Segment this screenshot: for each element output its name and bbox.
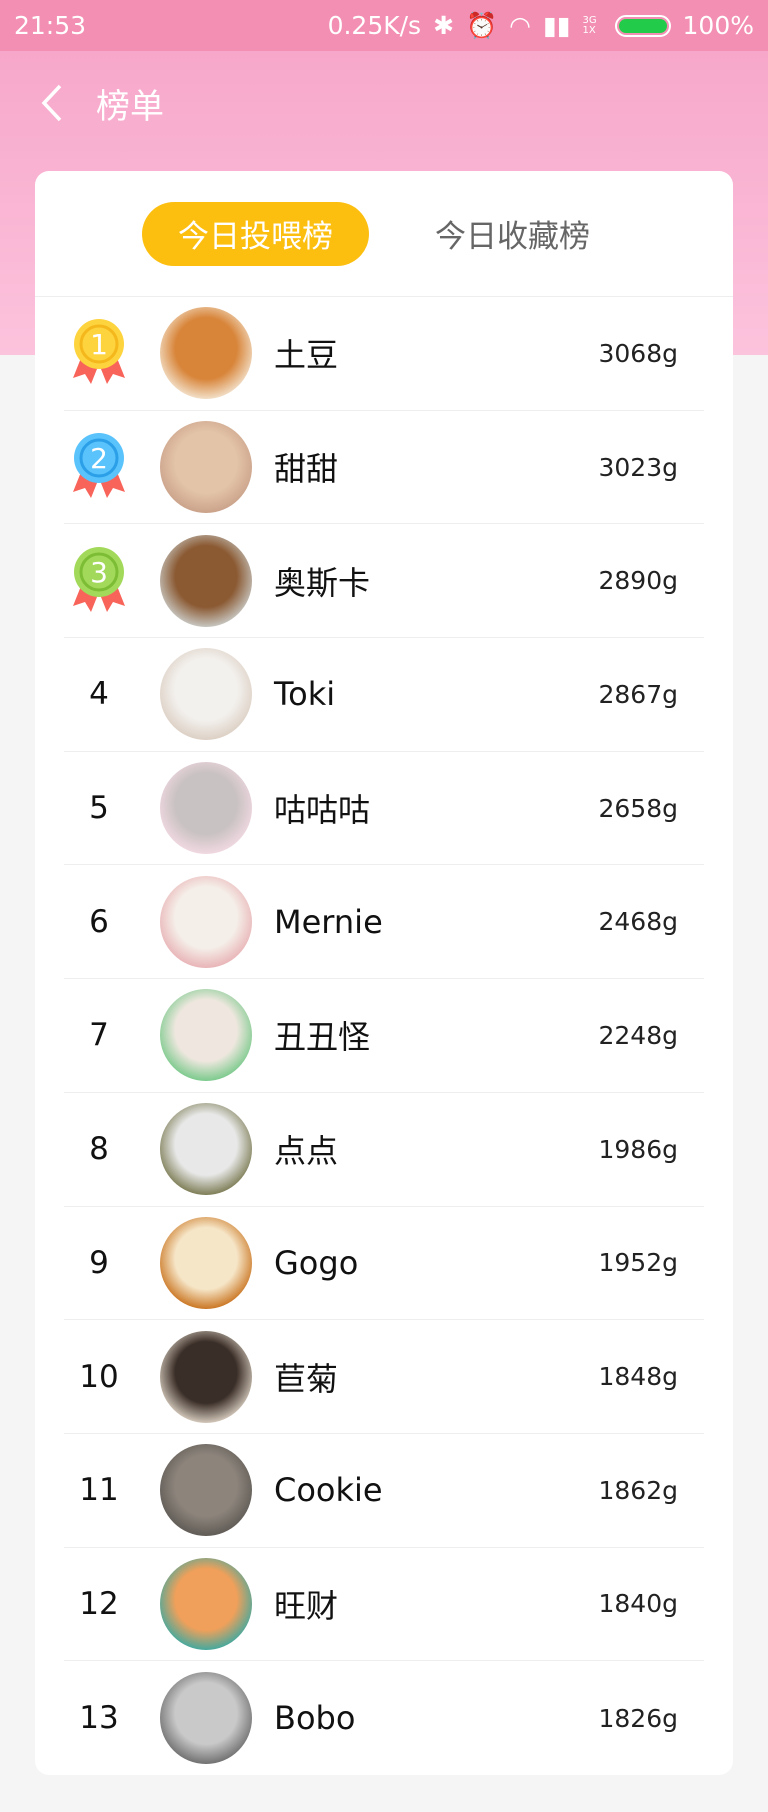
- feed-amount: 3023g: [598, 452, 679, 482]
- rank-number: 8: [89, 1131, 109, 1168]
- feed-amount: 1848g: [598, 1362, 679, 1392]
- chevron-left-icon: [41, 84, 62, 122]
- tab-favorite-rank[interactable]: 今日收藏榜: [435, 219, 590, 255]
- pet-avatar[interactable]: [160, 534, 252, 627]
- rank-number: 5: [89, 790, 109, 827]
- pet-name: Mernie: [274, 902, 383, 941]
- pet-avatar[interactable]: [160, 762, 252, 855]
- ranking-list: 1 土豆 3068g 2 甜甜 3023g 3 奥斯卡 2890g 4 Toki …: [35, 297, 733, 1775]
- list-item[interactable]: 12 旺财 1840g: [64, 1548, 704, 1662]
- feed-amount: 2890g: [598, 566, 679, 596]
- svg-text:3: 3: [90, 556, 108, 589]
- feed-amount: 3068g: [598, 338, 679, 368]
- battery-icon: [614, 14, 671, 37]
- feed-amount: 1826g: [598, 1703, 679, 1733]
- list-item[interactable]: 3 奥斯卡 2890g: [64, 524, 704, 639]
- pet-name: Gogo: [274, 1243, 359, 1282]
- feed-amount: 2248g: [598, 1020, 679, 1050]
- list-item[interactable]: 8 点点 1986g: [64, 1093, 704, 1207]
- list-item[interactable]: 2 甜甜 3023g: [64, 411, 704, 525]
- status-bar: 21:53 0.25K/s ✱ ⏰ ◠ ▮▮ 3G 1X 100%: [0, 0, 768, 51]
- pet-avatar[interactable]: [160, 1103, 252, 1196]
- rank-number: 6: [89, 903, 109, 940]
- tab-bar: 今日投喂榜 今日收藏榜: [35, 171, 733, 297]
- status-time: 21:53: [14, 11, 87, 40]
- feed-amount: 2468g: [598, 907, 679, 937]
- medal-icon: 3: [64, 546, 134, 616]
- pet-avatar[interactable]: [160, 1672, 252, 1765]
- feed-amount: 1986g: [598, 1134, 679, 1164]
- list-item[interactable]: 10 苣菊 1848g: [64, 1320, 704, 1434]
- feed-amount: 1952g: [598, 1248, 679, 1278]
- list-item[interactable]: 11 Cookie 1862g: [64, 1434, 704, 1548]
- rank-number: 9: [89, 1244, 109, 1281]
- feed-amount: 1862g: [598, 1475, 679, 1505]
- pet-name: 奥斯卡: [274, 563, 371, 602]
- pet-name: 甜甜: [274, 450, 339, 489]
- pet-name: Cookie: [274, 1471, 383, 1510]
- pet-avatar[interactable]: [160, 1330, 252, 1423]
- pet-avatar[interactable]: [160, 1557, 252, 1650]
- feed-amount: 1840g: [598, 1589, 679, 1619]
- pet-name: 咕咕咕: [274, 791, 371, 830]
- list-item[interactable]: 9 Gogo 1952g: [64, 1207, 704, 1321]
- medal-icon: 2: [64, 432, 134, 502]
- medal-icon: 1: [64, 318, 134, 388]
- list-item[interactable]: 7 丑丑怪 2248g: [64, 979, 704, 1093]
- pet-name: Bobo: [274, 1699, 356, 1738]
- pet-avatar[interactable]: [160, 875, 252, 968]
- network-type: 3G 1X: [582, 14, 597, 36]
- svg-text:2: 2: [90, 442, 108, 475]
- pet-avatar[interactable]: [160, 1444, 252, 1537]
- wifi-icon: ◠: [509, 11, 531, 40]
- list-item[interactable]: 13 Bobo 1826g: [64, 1661, 704, 1775]
- list-item[interactable]: 1 土豆 3068g: [64, 297, 704, 411]
- feed-amount: 2867g: [598, 679, 679, 709]
- bluetooth-icon: ✱: [433, 11, 455, 40]
- pet-avatar[interactable]: [160, 307, 252, 400]
- pet-avatar[interactable]: [160, 648, 252, 741]
- list-item[interactable]: 4 Toki 2867g: [64, 638, 704, 752]
- feed-amount: 2658g: [598, 793, 679, 823]
- rank-number: 10: [79, 1358, 119, 1395]
- list-item[interactable]: 5 咕咕咕 2658g: [64, 752, 704, 866]
- pet-avatar[interactable]: [160, 1216, 252, 1309]
- pet-name: 苣菊: [274, 1359, 339, 1398]
- battery-percent: 100%: [682, 11, 754, 40]
- pet-name: 点点: [274, 1132, 339, 1171]
- pet-avatar[interactable]: [160, 989, 252, 1082]
- rank-number: 4: [89, 676, 109, 713]
- pet-name: Toki: [274, 675, 336, 714]
- signal-icon: ▮▮: [543, 11, 571, 40]
- alarm-icon: ⏰: [466, 10, 498, 40]
- tab-feeding-rank[interactable]: 今日投喂榜: [142, 201, 369, 266]
- rank-number: 7: [89, 1017, 109, 1054]
- pet-name: 旺财: [274, 1586, 339, 1625]
- back-button[interactable]: [22, 73, 82, 133]
- svg-text:1: 1: [90, 328, 108, 361]
- pet-name: 土豆: [274, 336, 339, 375]
- page-title: 榜单: [96, 86, 164, 127]
- network-speed: 0.25K/s: [327, 11, 422, 40]
- pet-avatar[interactable]: [160, 421, 252, 514]
- list-item[interactable]: 6 Mernie 2468g: [64, 865, 704, 980]
- pet-name: 丑丑怪: [274, 1018, 371, 1057]
- app-header: 榜单: [0, 51, 768, 155]
- rank-number: 13: [79, 1700, 119, 1737]
- rank-number: 12: [79, 1585, 119, 1622]
- rank-number: 11: [79, 1472, 119, 1509]
- ranking-card: 今日投喂榜 今日收藏榜 1 土豆 3068g 2 甜甜 3023g 3 奥斯卡 …: [35, 171, 733, 1775]
